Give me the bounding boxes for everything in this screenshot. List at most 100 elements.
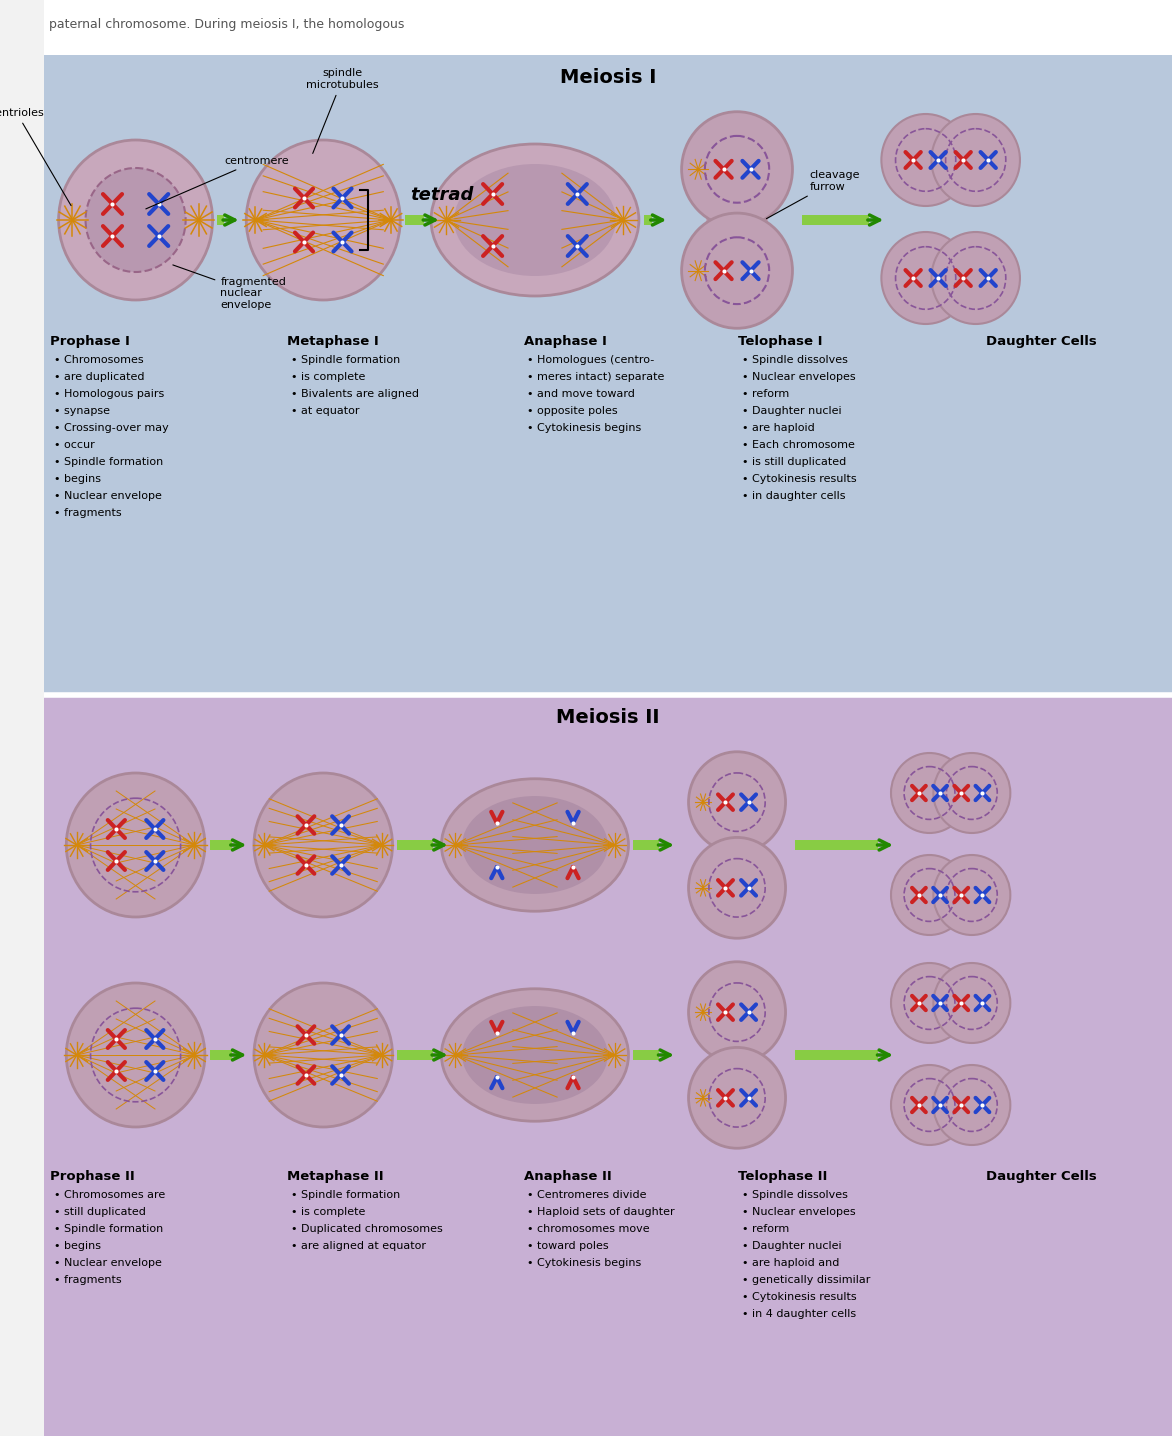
Bar: [210, 840, 232, 850]
Text: Anaphase II: Anaphase II: [524, 1170, 612, 1183]
Text: • Bivalents are aligned: • Bivalents are aligned: [291, 389, 418, 399]
Circle shape: [933, 752, 1010, 833]
Text: • Homologues (centro-: • Homologues (centro-: [527, 355, 655, 365]
Bar: [45, 695, 1172, 1436]
Text: Prophase I: Prophase I: [50, 335, 130, 348]
Ellipse shape: [442, 989, 628, 1122]
Bar: [643, 215, 652, 225]
Circle shape: [932, 113, 1020, 205]
Circle shape: [933, 854, 1010, 935]
Text: • begins: • begins: [54, 1241, 101, 1251]
Text: centromere: centromere: [145, 157, 288, 208]
Text: • fragments: • fragments: [54, 508, 121, 518]
Text: • Chromosomes are: • Chromosomes are: [54, 1190, 165, 1200]
Text: • Daughter nuclei: • Daughter nuclei: [742, 406, 841, 416]
Text: • Nuclear envelope: • Nuclear envelope: [54, 1258, 162, 1268]
Circle shape: [891, 752, 968, 833]
Text: • Nuclear envelope: • Nuclear envelope: [54, 491, 162, 501]
Circle shape: [933, 1066, 1010, 1144]
Ellipse shape: [462, 1007, 608, 1104]
Circle shape: [933, 964, 1010, 1043]
Text: Meiosis I: Meiosis I: [560, 67, 656, 88]
Text: • are duplicated: • are duplicated: [54, 372, 144, 382]
Text: • toward poles: • toward poles: [527, 1241, 609, 1251]
Bar: [217, 215, 224, 225]
Circle shape: [881, 113, 970, 205]
Circle shape: [254, 773, 393, 918]
Text: • Spindle formation: • Spindle formation: [54, 457, 163, 467]
Bar: [210, 1050, 232, 1060]
Bar: [633, 840, 660, 850]
Circle shape: [246, 139, 400, 300]
Text: • occur: • occur: [54, 439, 95, 449]
Text: • are haploid: • are haploid: [742, 424, 815, 434]
Text: • are haploid and: • are haploid and: [742, 1258, 839, 1268]
Text: paternal chromosome. During meiosis I, the homologous: paternal chromosome. During meiosis I, t…: [49, 19, 404, 32]
Bar: [397, 1050, 434, 1060]
Circle shape: [254, 984, 393, 1127]
Text: Metaphase I: Metaphase I: [287, 335, 379, 348]
Circle shape: [932, 233, 1020, 325]
Text: • reform: • reform: [742, 1223, 789, 1234]
Text: • synapse: • synapse: [54, 406, 110, 416]
Text: • is complete: • is complete: [291, 372, 364, 382]
Circle shape: [688, 1047, 785, 1149]
Text: Telophase I: Telophase I: [738, 335, 823, 348]
Text: • are aligned at equator: • are aligned at equator: [291, 1241, 425, 1251]
Text: • Spindle formation: • Spindle formation: [54, 1223, 163, 1234]
Text: • reform: • reform: [742, 389, 789, 399]
Text: • is still duplicated: • is still duplicated: [742, 457, 846, 467]
Text: • Spindle formation: • Spindle formation: [291, 355, 400, 365]
Circle shape: [688, 752, 785, 853]
Text: • Spindle dissolves: • Spindle dissolves: [742, 1190, 847, 1200]
Text: • begins: • begins: [54, 474, 101, 484]
Text: • opposite poles: • opposite poles: [527, 406, 618, 416]
Text: • Each chromosome: • Each chromosome: [742, 439, 854, 449]
Circle shape: [891, 854, 968, 935]
Text: Daughter Cells: Daughter Cells: [986, 1170, 1097, 1183]
Circle shape: [59, 139, 212, 300]
Circle shape: [881, 233, 970, 325]
Bar: [45, 0, 1172, 55]
Text: Prophase II: Prophase II: [50, 1170, 135, 1183]
Text: • is complete: • is complete: [291, 1208, 364, 1216]
Bar: [633, 1050, 660, 1060]
Text: • Homologous pairs: • Homologous pairs: [54, 389, 164, 399]
Text: • chromosomes move: • chromosomes move: [527, 1223, 650, 1234]
Text: tetrad: tetrad: [410, 187, 473, 204]
Text: • Spindle dissolves: • Spindle dissolves: [742, 355, 847, 365]
Bar: [795, 840, 879, 850]
Ellipse shape: [462, 796, 608, 895]
Bar: [802, 215, 868, 225]
FancyBboxPatch shape: [707, 198, 768, 243]
Bar: [406, 215, 424, 225]
Text: cleavage
furrow: cleavage furrow: [766, 171, 860, 218]
FancyBboxPatch shape: [710, 1035, 764, 1074]
Text: fragmented
nuclear
envelope: fragmented nuclear envelope: [172, 264, 286, 310]
Circle shape: [682, 112, 792, 227]
Text: • in 4 daughter cells: • in 4 daughter cells: [742, 1310, 856, 1320]
Text: • Cytokinesis begins: • Cytokinesis begins: [527, 424, 641, 434]
Text: centrioles: centrioles: [0, 108, 71, 205]
Text: • Cytokinesis results: • Cytokinesis results: [742, 1292, 857, 1302]
Bar: [397, 840, 434, 850]
Circle shape: [891, 1066, 968, 1144]
Text: • fragments: • fragments: [54, 1275, 121, 1285]
Circle shape: [682, 213, 792, 329]
Text: Anaphase I: Anaphase I: [524, 335, 606, 348]
Circle shape: [67, 984, 205, 1127]
Text: • and move toward: • and move toward: [527, 389, 635, 399]
Circle shape: [67, 773, 205, 918]
Text: • in daughter cells: • in daughter cells: [742, 491, 845, 501]
FancyBboxPatch shape: [710, 826, 764, 864]
Text: • Spindle formation: • Spindle formation: [291, 1190, 400, 1200]
Text: • Crossing-over may: • Crossing-over may: [54, 424, 169, 434]
Circle shape: [688, 837, 785, 938]
Text: • Nuclear envelopes: • Nuclear envelopes: [742, 1208, 856, 1216]
Text: • Nuclear envelopes: • Nuclear envelopes: [742, 372, 856, 382]
Text: • Haploid sets of daughter: • Haploid sets of daughter: [527, 1208, 675, 1216]
Text: spindle
microtubules: spindle microtubules: [306, 69, 379, 154]
Text: • Cytokinesis begins: • Cytokinesis begins: [527, 1258, 641, 1268]
Circle shape: [86, 168, 185, 271]
Text: • Duplicated chromosomes: • Duplicated chromosomes: [291, 1223, 442, 1234]
